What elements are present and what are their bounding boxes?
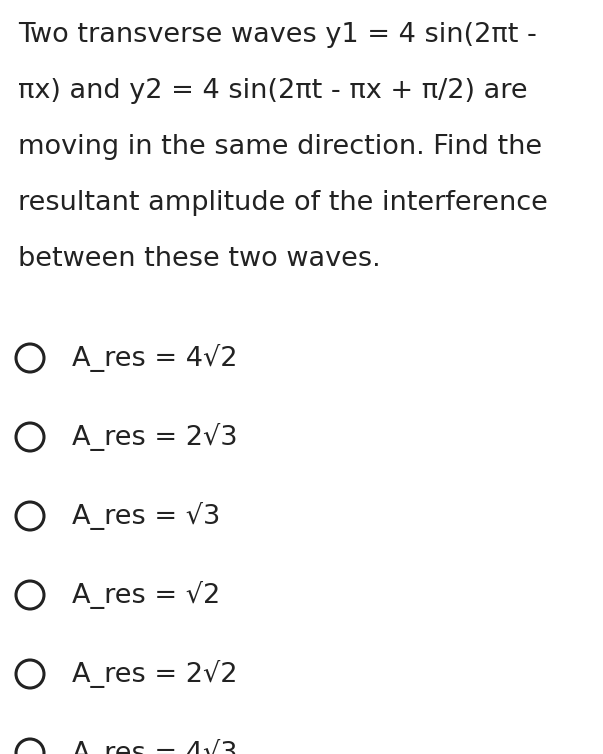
Text: A_res = 4√3: A_res = 4√3 — [72, 739, 238, 754]
Text: between these two waves.: between these two waves. — [18, 246, 380, 272]
Text: πx) and y2 = 4 sin(2πt - πx + π/2) are: πx) and y2 = 4 sin(2πt - πx + π/2) are — [18, 78, 528, 104]
Text: A_res = √2: A_res = √2 — [72, 581, 220, 609]
Text: A_res = 2√2: A_res = 2√2 — [72, 660, 238, 688]
Text: A_res = 2√3: A_res = 2√3 — [72, 423, 238, 451]
Text: A_res = √3: A_res = √3 — [72, 502, 220, 530]
Text: A_res = 4√2: A_res = 4√2 — [72, 344, 238, 372]
Text: moving in the same direction. Find the: moving in the same direction. Find the — [18, 134, 542, 160]
Text: resultant amplitude of the interference: resultant amplitude of the interference — [18, 190, 548, 216]
Text: Two transverse waves y1 = 4 sin(2πt -: Two transverse waves y1 = 4 sin(2πt - — [18, 22, 537, 48]
